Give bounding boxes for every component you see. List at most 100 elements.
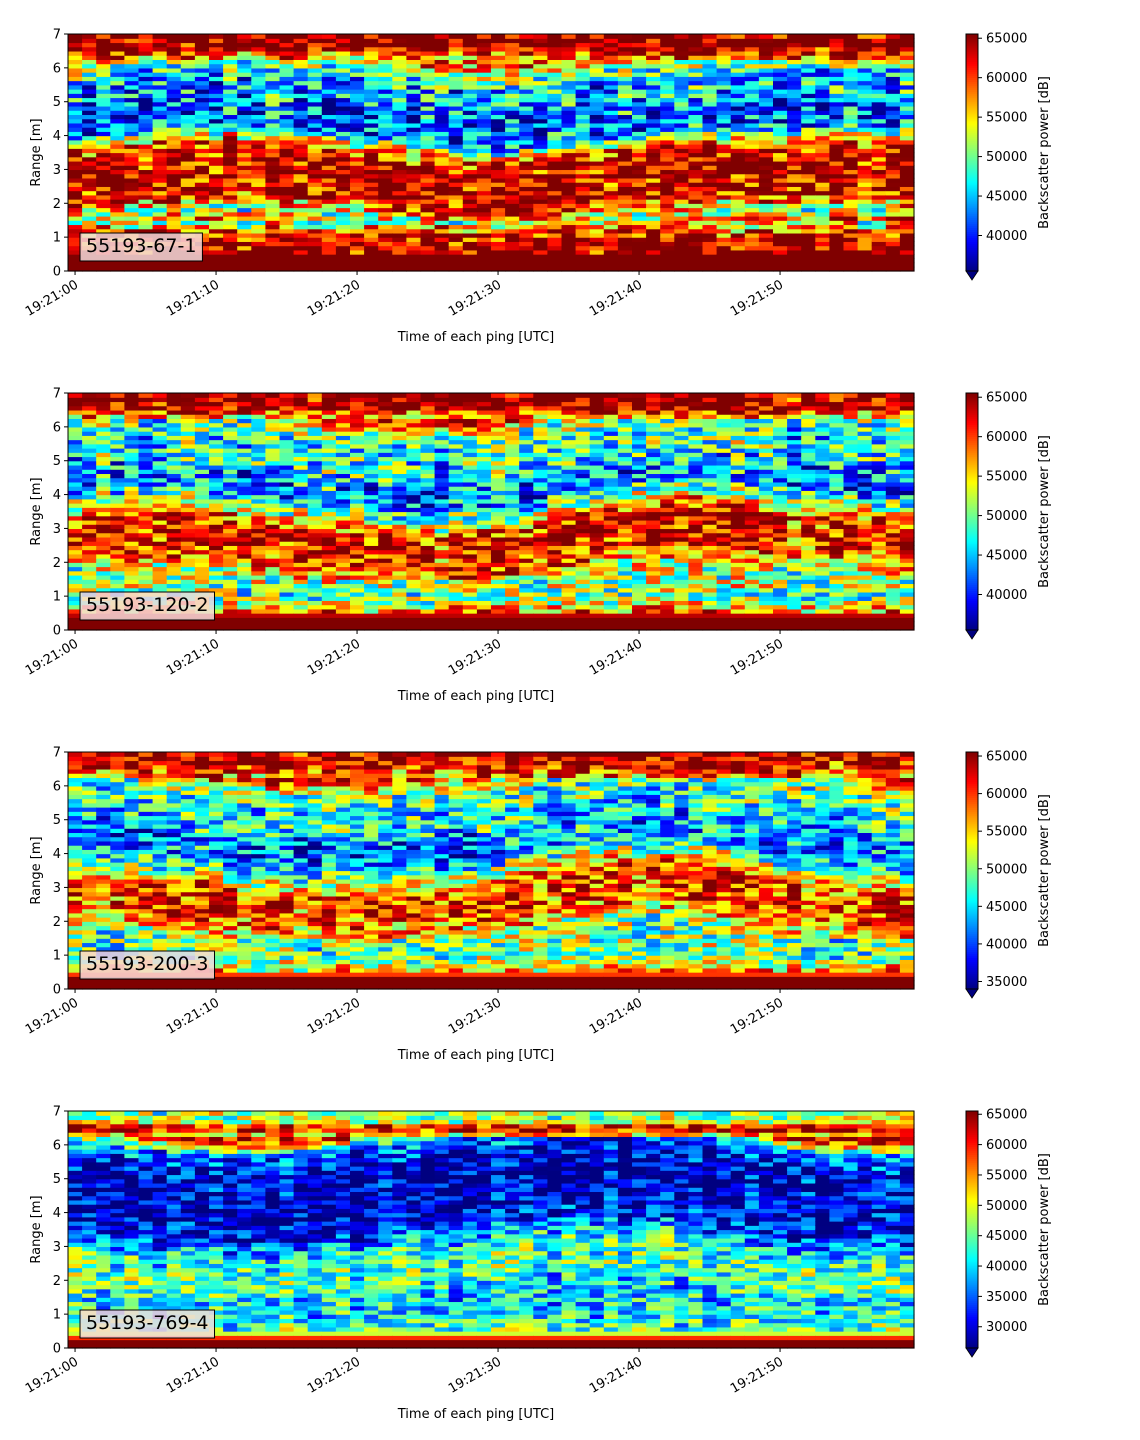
heatmap-cell <box>251 423 266 428</box>
heatmap-cell <box>223 600 238 605</box>
heatmap-cell <box>378 516 393 521</box>
heatmap-cell <box>124 583 139 588</box>
heatmap-cell <box>110 89 125 94</box>
heatmap-cell <box>646 246 661 251</box>
heatmap-cell <box>505 119 520 124</box>
heatmap-cell <box>265 250 280 255</box>
heatmap-cell <box>209 528 224 533</box>
heatmap-cell <box>308 216 323 221</box>
heatmap-cell <box>533 199 548 204</box>
heatmap-cell <box>167 423 182 428</box>
heatmap-cell <box>435 254 450 259</box>
heatmap-cell <box>237 435 252 440</box>
heatmap-cell <box>96 622 111 627</box>
heatmap-cell <box>745 169 760 174</box>
heatmap-cell <box>618 174 633 179</box>
heatmap-cell <box>294 490 309 495</box>
heatmap-cell <box>308 85 323 90</box>
heatmap-cell <box>773 220 788 225</box>
heatmap-cell <box>773 51 788 56</box>
heatmap-cell <box>449 64 464 69</box>
heatmap-cell <box>576 153 591 158</box>
heatmap-cell <box>787 81 802 86</box>
heatmap-cell <box>829 169 844 174</box>
heatmap-cell <box>153 208 168 213</box>
heatmap-cell <box>392 93 407 98</box>
heatmap-cell <box>124 212 139 217</box>
heatmap-cell <box>801 212 816 217</box>
heatmap-cell <box>68 64 83 69</box>
heatmap-cell <box>265 76 280 81</box>
heatmap-cell <box>660 144 675 149</box>
heatmap-cell <box>660 186 675 191</box>
heatmap-cell <box>110 140 125 145</box>
heatmap-cell <box>533 224 548 229</box>
heatmap-cell <box>124 186 139 191</box>
heatmap-cell <box>533 34 548 39</box>
heatmap-cell <box>688 97 703 102</box>
heatmap-cell <box>223 174 238 179</box>
heatmap-cell <box>815 229 830 234</box>
heatmap-cell <box>547 89 562 94</box>
heatmap-cell <box>153 216 168 221</box>
heatmap-cell <box>688 263 703 268</box>
heatmap-cell <box>858 169 873 174</box>
heatmap-cell <box>68 199 83 204</box>
heatmap-cell <box>844 165 859 170</box>
heatmap-cell <box>96 216 111 221</box>
heatmap-cell <box>406 533 421 538</box>
heatmap-cell <box>759 212 774 217</box>
heatmap-cell <box>731 161 746 166</box>
heatmap-cell <box>195 495 210 500</box>
heatmap-cell <box>167 174 182 179</box>
heatmap-cell <box>167 524 182 529</box>
heatmap-cell <box>844 203 859 208</box>
heatmap-cell <box>378 165 393 170</box>
heatmap-cell <box>491 178 506 183</box>
heatmap-cell <box>392 495 407 500</box>
heatmap-cell <box>209 123 224 128</box>
heatmap-cell <box>265 406 280 411</box>
heatmap-cell <box>195 216 210 221</box>
heatmap-cell <box>435 600 450 605</box>
heatmap-cell <box>308 393 323 398</box>
heatmap-cell <box>350 191 365 196</box>
heatmap-cell <box>773 47 788 52</box>
heatmap-cell <box>463 102 478 107</box>
heatmap-cell <box>477 42 492 47</box>
heatmap-cell <box>237 216 252 221</box>
heatmap-cell <box>759 161 774 166</box>
heatmap-cell <box>688 89 703 94</box>
heatmap-cell <box>68 114 83 119</box>
heatmap-cell <box>280 473 295 478</box>
heatmap-cell <box>364 208 379 213</box>
heatmap-cell <box>435 212 450 217</box>
heatmap-cell <box>773 127 788 132</box>
heatmap-cell <box>308 575 323 580</box>
heatmap-cell <box>378 452 393 457</box>
heatmap-cell <box>660 89 675 94</box>
heatmap-cell <box>547 258 562 263</box>
heatmap-cell <box>660 195 675 200</box>
heatmap-cell <box>364 165 379 170</box>
heatmap-cell <box>364 123 379 128</box>
heatmap-cell <box>251 195 266 200</box>
heatmap-cell <box>96 161 111 166</box>
heatmap-cell <box>82 208 97 213</box>
heatmap-cell <box>237 550 252 555</box>
heatmap-cell <box>533 123 548 128</box>
heatmap-cell <box>745 237 760 242</box>
heatmap-cell <box>209 127 224 132</box>
heatmap-cell <box>308 178 323 183</box>
heatmap-cell <box>688 64 703 69</box>
heatmap-cell <box>110 507 125 512</box>
heatmap-cell <box>421 444 436 449</box>
heatmap-cell <box>406 186 421 191</box>
heatmap-cell <box>251 191 266 196</box>
heatmap-cell <box>223 250 238 255</box>
heatmap-cell <box>900 157 915 162</box>
heatmap-cell <box>68 406 83 411</box>
heatmap-cell <box>745 76 760 81</box>
heatmap-cell <box>237 34 252 39</box>
heatmap-cell <box>294 174 309 179</box>
